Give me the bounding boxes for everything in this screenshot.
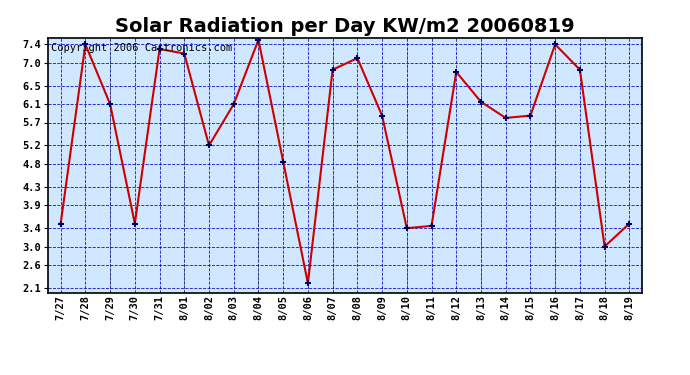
- Text: Copyright 2006 Castronics.com: Copyright 2006 Castronics.com: [51, 43, 233, 52]
- Title: Solar Radiation per Day KW/m2 20060819: Solar Radiation per Day KW/m2 20060819: [115, 17, 575, 36]
